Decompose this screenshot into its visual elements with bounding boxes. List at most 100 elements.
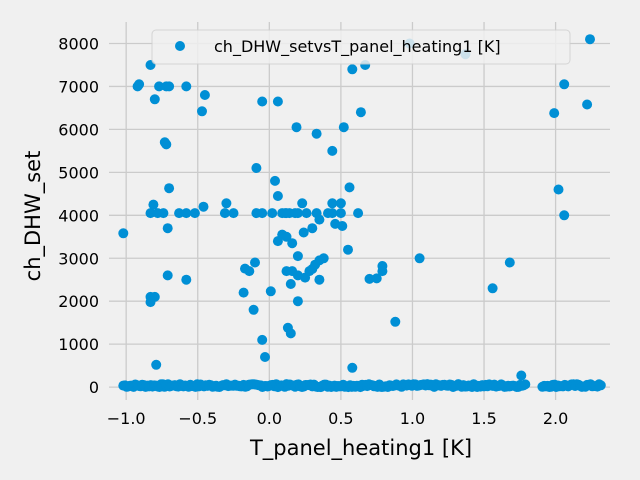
data-point bbox=[149, 94, 160, 105]
data-point bbox=[549, 108, 560, 119]
x-tick-label: 1.5 bbox=[471, 409, 496, 428]
x-tick-label: −0.5 bbox=[178, 409, 217, 428]
data-point bbox=[337, 221, 348, 231]
data-point bbox=[307, 223, 318, 234]
data-point bbox=[371, 273, 382, 284]
data-point bbox=[343, 244, 353, 255]
y-tick-label: 7000 bbox=[58, 77, 99, 96]
data-point bbox=[559, 210, 570, 221]
data-point bbox=[364, 273, 375, 284]
data-point bbox=[292, 208, 303, 219]
data-point bbox=[151, 359, 162, 370]
data-point bbox=[272, 96, 283, 107]
data-point bbox=[272, 236, 283, 247]
data-point bbox=[338, 122, 349, 133]
y-tick-label: 5000 bbox=[58, 163, 99, 182]
y-axis-label: ch_DHW_set bbox=[21, 151, 46, 282]
data-point bbox=[154, 81, 165, 92]
y-tick-label: 8000 bbox=[58, 34, 99, 53]
data-point bbox=[248, 304, 259, 315]
data-point bbox=[265, 286, 276, 297]
data-point bbox=[199, 90, 210, 100]
y-tick-labels: 0 1000 2000 3000 4000 5000 6000 7000 8000 bbox=[58, 34, 99, 397]
y-tick-label: 0 bbox=[89, 378, 99, 397]
data-point bbox=[301, 208, 312, 219]
data-point bbox=[221, 198, 232, 209]
data-point bbox=[257, 96, 268, 107]
data-point bbox=[414, 253, 425, 264]
data-point bbox=[181, 274, 192, 285]
data-point bbox=[335, 198, 346, 209]
data-point bbox=[314, 274, 325, 285]
data-point bbox=[251, 163, 262, 173]
data-point bbox=[197, 106, 207, 117]
data-point bbox=[297, 198, 308, 209]
data-point bbox=[181, 81, 192, 92]
data-point bbox=[162, 223, 173, 234]
data-points bbox=[118, 34, 606, 393]
data-point bbox=[327, 198, 338, 209]
data-point bbox=[161, 139, 172, 150]
x-tick-label: 0.5 bbox=[328, 409, 353, 428]
y-tick-label: 6000 bbox=[58, 120, 99, 139]
data-point bbox=[228, 208, 239, 219]
data-point bbox=[559, 79, 570, 90]
data-point bbox=[148, 199, 159, 210]
y-tick-label: 4000 bbox=[58, 206, 99, 225]
data-point bbox=[287, 238, 298, 249]
data-point bbox=[318, 253, 329, 264]
data-point bbox=[181, 208, 192, 219]
data-point bbox=[164, 81, 175, 92]
data-point bbox=[250, 257, 260, 268]
legend-label: ch_DHW_setvsT_panel_heating1 [K] bbox=[214, 37, 501, 57]
data-point bbox=[132, 81, 143, 92]
x-axis-label: T_panel_heating1 [K] bbox=[249, 436, 472, 461]
data-point bbox=[335, 208, 346, 219]
data-point bbox=[281, 231, 292, 242]
data-point bbox=[353, 208, 364, 219]
data-point bbox=[582, 99, 593, 110]
data-point bbox=[595, 380, 606, 391]
data-point bbox=[585, 34, 595, 45]
data-point bbox=[244, 266, 255, 277]
data-point bbox=[285, 279, 296, 289]
data-point bbox=[198, 201, 209, 212]
data-point bbox=[189, 208, 200, 219]
data-point bbox=[553, 184, 564, 195]
data-point bbox=[291, 122, 302, 133]
data-point bbox=[174, 208, 185, 219]
data-point bbox=[292, 251, 303, 262]
data-point bbox=[238, 287, 249, 298]
y-tick-label: 3000 bbox=[58, 249, 99, 268]
data-point bbox=[390, 316, 401, 327]
legend-marker bbox=[175, 41, 185, 51]
legend: ch_DHW_setvsT_panel_heating1 [K] bbox=[151, 29, 571, 65]
data-point bbox=[516, 370, 527, 381]
data-point bbox=[257, 208, 268, 219]
data-point bbox=[355, 107, 366, 118]
data-point bbox=[285, 328, 296, 339]
y-tick-label: 1000 bbox=[58, 335, 99, 354]
data-point bbox=[272, 191, 283, 201]
data-point bbox=[149, 291, 160, 302]
x-tick-label: 0.0 bbox=[257, 409, 282, 428]
data-point bbox=[327, 208, 338, 219]
x-tick-labels: −1.0 −0.5 0.0 0.5 1.0 1.5 2.0 bbox=[107, 409, 569, 428]
x-tick-label: 2.0 bbox=[543, 409, 568, 428]
data-point bbox=[487, 283, 498, 294]
data-point bbox=[347, 64, 358, 75]
data-point bbox=[158, 208, 169, 219]
legend-box bbox=[151, 29, 571, 65]
data-point bbox=[327, 145, 338, 156]
data-point bbox=[344, 182, 355, 193]
data-point bbox=[314, 214, 325, 225]
data-point bbox=[267, 208, 278, 219]
data-point bbox=[520, 379, 531, 390]
data-point bbox=[292, 296, 303, 307]
x-tick-label: −1.0 bbox=[107, 409, 146, 428]
data-point bbox=[257, 334, 268, 345]
data-point bbox=[504, 257, 515, 268]
data-point bbox=[219, 208, 230, 219]
